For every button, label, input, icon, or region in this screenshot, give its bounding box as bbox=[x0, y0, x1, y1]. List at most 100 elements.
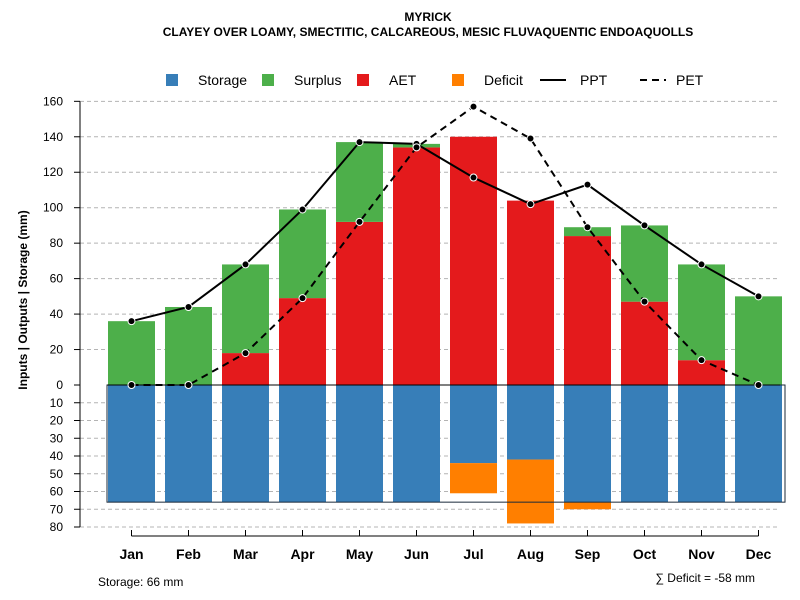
chart-title: MYRICK bbox=[404, 10, 452, 24]
ppt-point bbox=[241, 260, 250, 269]
y-tick-label: 30 bbox=[50, 431, 64, 445]
x-tick-label: Nov bbox=[688, 546, 715, 562]
ppt-point bbox=[127, 317, 136, 326]
aet-bar bbox=[336, 221, 383, 385]
pet-point bbox=[697, 356, 706, 365]
aet-bar bbox=[564, 236, 611, 385]
legend-swatch bbox=[452, 74, 464, 86]
ppt-point bbox=[355, 138, 364, 147]
ppt-point bbox=[754, 292, 763, 301]
storage-bar bbox=[165, 385, 212, 503]
surplus-bar bbox=[165, 306, 212, 385]
storage-bar bbox=[735, 385, 782, 503]
aet-bar bbox=[507, 200, 554, 385]
lines bbox=[127, 102, 763, 389]
y-tick-label: 120 bbox=[43, 165, 63, 179]
pet-point bbox=[298, 294, 307, 303]
x-tick-label: Jan bbox=[119, 546, 143, 562]
pet-point bbox=[127, 381, 136, 389]
x-tick-label: Oct bbox=[633, 546, 657, 562]
x-tick-label: Apr bbox=[290, 546, 315, 562]
storage-bar bbox=[564, 385, 611, 503]
x-tick-label: Sep bbox=[575, 546, 601, 562]
ppt-point bbox=[526, 200, 535, 209]
storage-bar bbox=[222, 385, 269, 503]
surplus-bar bbox=[222, 264, 269, 354]
bars bbox=[106, 136, 786, 524]
pet-point bbox=[583, 223, 592, 232]
pet-point bbox=[526, 134, 535, 143]
ppt-point bbox=[640, 221, 649, 230]
surplus-bar bbox=[108, 321, 155, 385]
legend-label: Storage bbox=[198, 72, 247, 88]
pet-point bbox=[184, 381, 193, 389]
ppt-point bbox=[298, 205, 307, 214]
y-tick-label: 40 bbox=[50, 307, 64, 321]
y-tick-label: 80 bbox=[50, 520, 64, 534]
storage-bar bbox=[393, 385, 440, 503]
storage-bar bbox=[279, 385, 326, 503]
x-tick-label: Feb bbox=[176, 546, 201, 562]
legend-label: Surplus bbox=[294, 72, 341, 88]
aet-bar bbox=[222, 353, 269, 385]
x-tick-label: Jul bbox=[463, 546, 483, 562]
y-tick-label: 160 bbox=[43, 94, 63, 108]
axes: 0 20 40 60 80 100 120 140 160 10 20 30 40 50 60 70 80 Jan… bbox=[43, 94, 772, 562]
y-tick-label: 70 bbox=[50, 502, 64, 516]
legend-label: AET bbox=[389, 72, 417, 88]
deficit-bar bbox=[507, 459, 554, 524]
x-tick-label: Dec bbox=[746, 546, 772, 562]
pet-point bbox=[754, 381, 763, 389]
y-tick-label: 20 bbox=[50, 414, 64, 428]
legend-label: PET bbox=[676, 72, 704, 88]
storage-bar bbox=[621, 385, 668, 503]
y-tick-label: 140 bbox=[43, 130, 63, 144]
pet-line bbox=[131, 105, 759, 386]
ppt-point bbox=[697, 260, 706, 269]
pet-point bbox=[241, 349, 250, 358]
legend-label: Deficit bbox=[484, 72, 523, 88]
pet-point bbox=[412, 143, 421, 152]
storage-bar bbox=[507, 385, 554, 460]
x-tick-label: Jun bbox=[404, 546, 429, 562]
pet-point bbox=[469, 102, 478, 111]
legend-swatch bbox=[357, 74, 369, 86]
surplus-bar bbox=[279, 209, 326, 299]
ppt-point bbox=[583, 180, 592, 189]
pet-point bbox=[640, 297, 649, 306]
ppt-point bbox=[184, 302, 193, 311]
storage-bar bbox=[336, 385, 383, 503]
ppt-point bbox=[469, 173, 478, 182]
surplus-bar bbox=[621, 225, 668, 302]
deficit-bar bbox=[564, 502, 611, 510]
x-tick-label: Aug bbox=[517, 546, 544, 562]
chart-subtitle: CLAYEY OVER LOAMY, SMECTITIC, CALCAREOUS… bbox=[163, 25, 693, 39]
aet-bar bbox=[678, 360, 725, 385]
y-axis-title: Inputs | Outputs | Storage (mm) bbox=[16, 210, 30, 389]
legend: Storage Surplus AET Deficit PPT PET bbox=[166, 72, 704, 88]
y-tick-label: 40 bbox=[50, 449, 64, 463]
y-tick-label: 80 bbox=[50, 236, 64, 250]
y-tick-label: 100 bbox=[43, 201, 63, 215]
y-tick-label: 60 bbox=[50, 272, 64, 286]
storage-note: Storage: 66 mm bbox=[98, 575, 183, 589]
storage-bar bbox=[678, 385, 725, 503]
surplus-bar bbox=[336, 142, 383, 222]
legend-swatch bbox=[262, 74, 274, 86]
y-tick-label: 50 bbox=[50, 467, 64, 481]
pet-point bbox=[355, 217, 364, 226]
x-tick-label: Mar bbox=[233, 546, 258, 562]
y-tick-label: 10 bbox=[50, 396, 64, 410]
deficit-note: ∑ Deficit = -58 mm bbox=[655, 571, 755, 585]
aet-bar bbox=[279, 298, 326, 385]
ppt-line bbox=[131, 141, 759, 323]
x-tick-label: May bbox=[346, 546, 373, 562]
y-tick-label: 60 bbox=[50, 485, 64, 499]
storage-bar bbox=[450, 385, 497, 464]
surplus-bar bbox=[678, 264, 725, 361]
deficit-bar bbox=[450, 463, 497, 494]
legend-label: PPT bbox=[580, 72, 608, 88]
surplus-bar bbox=[735, 296, 782, 385]
y-tick-label: 20 bbox=[50, 343, 64, 357]
